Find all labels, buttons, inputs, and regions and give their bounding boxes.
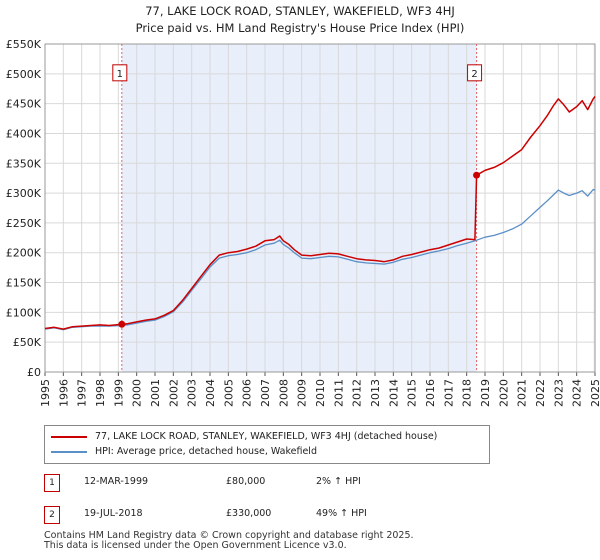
legend-swatch-hpi <box>51 450 87 453</box>
x-tick-label: 2003 <box>186 379 199 407</box>
x-tick-label: 2025 <box>589 379 600 407</box>
y-tick-label: £500K <box>6 68 42 81</box>
sale-label-text: 2 <box>471 69 477 80</box>
x-tick-label: 1995 <box>39 379 52 407</box>
x-tick-label: 2019 <box>479 379 492 407</box>
x-tick-label: 2015 <box>406 379 419 407</box>
x-tick-label: 2010 <box>314 379 327 407</box>
y-tick-label: £0 <box>27 366 41 379</box>
chart-title-line2: Price paid vs. HM Land Registry's House … <box>135 21 465 35</box>
sale-number-badge: 2 <box>44 506 60 524</box>
y-tick-label: £150K <box>6 277 42 290</box>
sale-price: £80,000 <box>226 476 266 487</box>
series-line-hpi <box>44 188 596 331</box>
sale-row: 2 19-JUL-2018 £330,000 49% ↑ HPI <box>44 506 464 524</box>
footer-line-2: This data is licensed under the Open Gov… <box>44 540 347 551</box>
ownership-shading <box>121 44 477 372</box>
legend-item-hpi: HPI: Average price, detached house, Wake… <box>51 445 317 459</box>
x-tick-label: 2022 <box>534 379 547 407</box>
y-tick-label: £200K <box>6 247 42 260</box>
sale-date: 19-JUL-2018 <box>84 508 143 519</box>
x-tick-label: 2014 <box>387 379 400 407</box>
footer-line-1: Contains HM Land Registry data © Crown c… <box>44 530 414 541</box>
x-tick-label: 2008 <box>277 379 290 407</box>
legend-swatch-property <box>51 435 87 438</box>
x-tick-label: 1996 <box>57 379 70 407</box>
y-tick-label: £250K <box>6 217 42 230</box>
x-tick-label: 2016 <box>424 379 437 407</box>
x-tick-label: 2017 <box>442 379 455 407</box>
sale-date: 12-MAR-1999 <box>84 476 149 487</box>
sale-label-text: 1 <box>117 69 123 80</box>
y-tick-label: £100K <box>6 306 42 319</box>
x-tick-label: 1998 <box>94 379 107 407</box>
sale-point <box>473 171 481 179</box>
y-tick-label: £400K <box>6 127 42 140</box>
sale-number-badge: 1 <box>44 474 60 492</box>
y-tick-label: £450K <box>6 98 42 111</box>
legend-label-hpi: HPI: Average price, detached house, Wake… <box>95 446 317 457</box>
x-tick-label: 1999 <box>112 379 125 407</box>
x-tick-label: 2020 <box>497 379 510 407</box>
legend-label-property: 77, LAKE LOCK ROAD, STANLEY, WAKEFIELD, … <box>95 431 438 442</box>
y-tick-label: £550K <box>6 38 42 51</box>
x-tick-label: 2018 <box>461 379 474 407</box>
y-tick-label: £350K <box>6 157 42 170</box>
x-tick-label: 2004 <box>204 379 217 407</box>
x-tick-label: 2021 <box>516 379 529 407</box>
x-tick-label: 1997 <box>76 379 89 407</box>
x-tick-label: 2001 <box>149 379 162 407</box>
x-tick-label: 2002 <box>167 379 180 407</box>
chart-legend: 77, LAKE LOCK ROAD, STANLEY, WAKEFIELD, … <box>44 425 490 464</box>
price-chart: £0 £50K £100K £150K £200K £250K £300K £350K £400… <box>6 38 600 407</box>
y-tick-label: £300K <box>6 187 42 200</box>
sale-row: 1 12-MAR-1999 £80,000 2% ↑ HPI <box>44 474 464 492</box>
plot-frame <box>44 43 596 373</box>
x-tick-label: 2005 <box>222 379 235 407</box>
x-tick-label: 2024 <box>571 379 584 407</box>
x-tick-label: 2023 <box>552 379 565 407</box>
y-tick-label: £50K <box>13 336 42 349</box>
sale-label-box <box>112 64 128 82</box>
series-line-property <box>44 96 596 330</box>
future-shading <box>593 44 595 372</box>
x-tick-label: 2006 <box>241 379 254 407</box>
sale-price: £330,000 <box>226 508 272 519</box>
x-tick-label: 2000 <box>131 379 144 407</box>
x-tick-label: 2011 <box>332 379 345 407</box>
x-tick-label: 2009 <box>296 379 309 407</box>
x-tick-label: 2012 <box>351 379 364 407</box>
sale-label-box <box>467 64 483 82</box>
sale-hpi-change: 49% ↑ HPI <box>316 508 367 519</box>
copyright-footer: Contains HM Land Registry data © Crown c… <box>44 531 414 551</box>
legend-item-property: 77, LAKE LOCK ROAD, STANLEY, WAKEFIELD, … <box>51 430 437 444</box>
chart-title-line1: 77, LAKE LOCK ROAD, STANLEY, WAKEFIELD, … <box>145 4 455 18</box>
x-tick-label: 2007 <box>259 379 272 407</box>
x-tick-label: 2013 <box>369 379 382 407</box>
sale-point <box>118 320 126 328</box>
sale-hpi-change: 2% ↑ HPI <box>316 476 361 487</box>
